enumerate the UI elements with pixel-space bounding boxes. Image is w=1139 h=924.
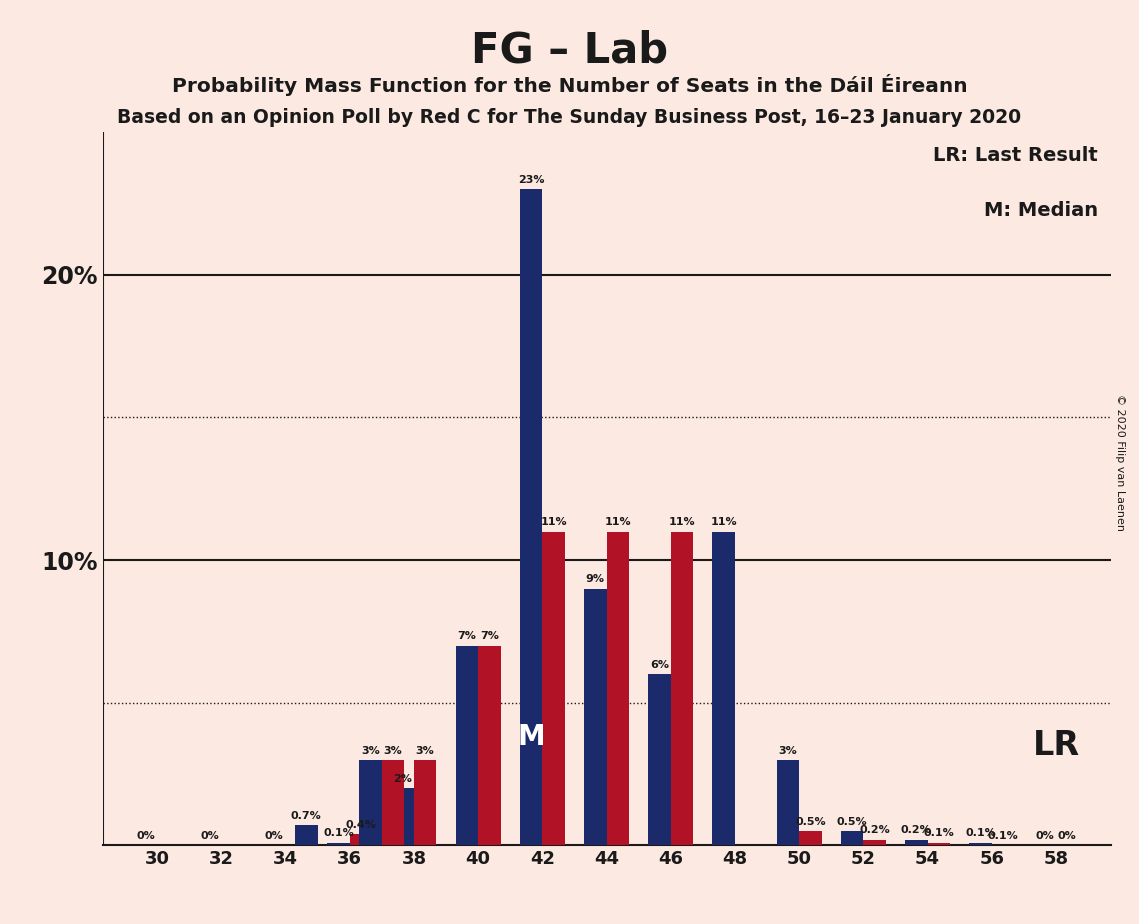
Text: 11%: 11%: [711, 517, 737, 528]
Text: 0.1%: 0.1%: [988, 832, 1018, 841]
Bar: [295, 825, 318, 845]
Bar: [648, 675, 671, 845]
Text: 11%: 11%: [605, 517, 631, 528]
Text: 3%: 3%: [361, 746, 380, 756]
Text: 11%: 11%: [669, 517, 695, 528]
Text: 0.2%: 0.2%: [901, 825, 932, 835]
Bar: [800, 832, 821, 845]
Bar: [382, 760, 404, 845]
Text: 6%: 6%: [650, 660, 669, 670]
Bar: [350, 834, 372, 845]
Bar: [519, 189, 542, 845]
Text: 3%: 3%: [416, 746, 434, 756]
Text: Based on an Opinion Poll by Red C for The Sunday Business Post, 16–23 January 20: Based on an Opinion Poll by Red C for Th…: [117, 108, 1022, 128]
Text: FG – Lab: FG – Lab: [470, 30, 669, 71]
Text: 0.7%: 0.7%: [290, 811, 321, 821]
Bar: [777, 760, 800, 845]
Text: 0.1%: 0.1%: [323, 828, 354, 838]
Bar: [478, 646, 500, 845]
Text: Probability Mass Function for the Number of Seats in the Dáil Éireann: Probability Mass Function for the Number…: [172, 74, 967, 96]
Text: 23%: 23%: [518, 175, 544, 185]
Text: 0%: 0%: [1035, 832, 1054, 841]
Bar: [671, 531, 694, 845]
Text: LR: Last Result: LR: Last Result: [933, 146, 1098, 165]
Text: 9%: 9%: [585, 575, 605, 584]
Bar: [969, 843, 992, 845]
Text: 0%: 0%: [200, 832, 220, 841]
Bar: [713, 531, 735, 845]
Text: 3%: 3%: [384, 746, 402, 756]
Bar: [392, 788, 413, 845]
Bar: [359, 760, 382, 845]
Text: 0.1%: 0.1%: [924, 828, 954, 838]
Bar: [906, 840, 927, 845]
Text: 7%: 7%: [480, 631, 499, 641]
Text: 7%: 7%: [458, 631, 476, 641]
Bar: [327, 843, 350, 845]
Text: 0.5%: 0.5%: [795, 817, 826, 827]
Text: M: Median: M: Median: [984, 201, 1098, 220]
Text: 3%: 3%: [779, 746, 797, 756]
Text: 0.2%: 0.2%: [859, 825, 890, 835]
Text: 0.5%: 0.5%: [837, 817, 868, 827]
Bar: [863, 840, 886, 845]
Bar: [841, 832, 863, 845]
Text: LR: LR: [1032, 729, 1080, 762]
Text: 0%: 0%: [265, 832, 284, 841]
Text: 0.1%: 0.1%: [965, 828, 995, 838]
Text: 0.4%: 0.4%: [345, 820, 376, 830]
Bar: [927, 843, 950, 845]
Bar: [456, 646, 478, 845]
Text: 2%: 2%: [393, 774, 412, 784]
Bar: [542, 531, 565, 845]
Bar: [413, 760, 436, 845]
Text: 0%: 0%: [137, 832, 155, 841]
Bar: [584, 589, 606, 845]
Bar: [606, 531, 629, 845]
Text: M: M: [517, 723, 544, 751]
Text: 0%: 0%: [1058, 832, 1076, 841]
Text: 11%: 11%: [540, 517, 567, 528]
Text: © 2020 Filip van Laenen: © 2020 Filip van Laenen: [1115, 394, 1125, 530]
